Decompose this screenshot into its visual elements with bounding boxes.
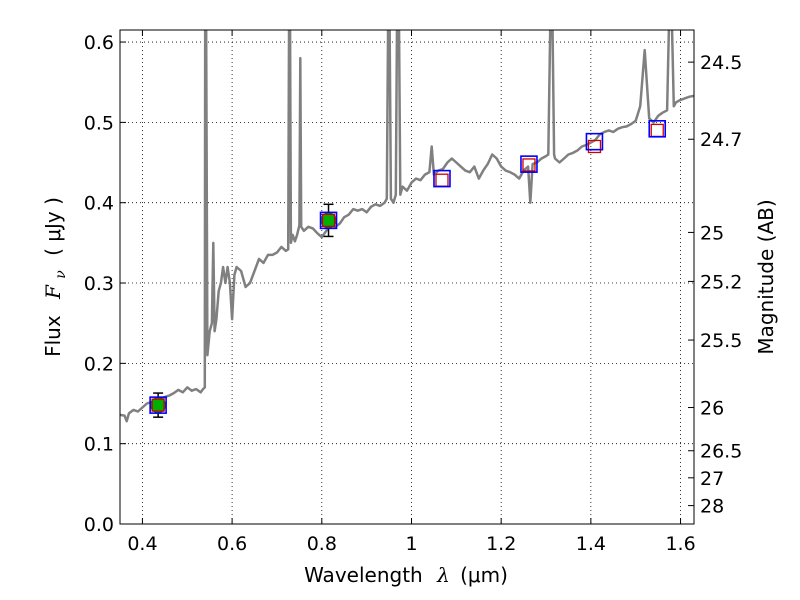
model-spectrum-line	[120, 30, 694, 423]
filter-photometry-square	[319, 211, 338, 230]
filter-photometry-square	[520, 155, 538, 173]
x-axis-label-symbol: λ	[436, 563, 450, 587]
photometry-markers	[149, 120, 667, 418]
y-tick-label: 0.0	[84, 514, 114, 536]
observed-flux-point	[320, 212, 337, 229]
y-axis-label: Flux F ν ( μJy )	[41, 197, 70, 357]
y2-tick-label: 24.7	[700, 129, 742, 151]
x-axis-label-text: Wavelength	[304, 563, 423, 587]
model-photometry-square	[321, 213, 336, 228]
x-axis-label: Wavelength λ (μm)	[304, 563, 508, 587]
filter-photometry-square	[585, 132, 604, 151]
y2-tick-label: 25	[700, 222, 724, 244]
model-photometry-square	[587, 139, 602, 154]
y-tick-label: 0.4	[84, 193, 114, 215]
y2-tick-label: 26.5	[700, 441, 742, 463]
filter-photometry-square	[433, 169, 451, 188]
plot-frame	[119, 29, 695, 525]
filter-photometry-square	[149, 396, 167, 414]
model-photometry-square	[522, 158, 536, 172]
model-photometry-square	[151, 398, 165, 412]
y-axis-label-unit: ( μJy )	[41, 197, 65, 256]
y-axis-label-text: Flux	[41, 315, 65, 357]
x-tick-label: 0.4	[127, 533, 157, 555]
y2-tick-label: 25.2	[700, 271, 742, 293]
x-tick-label: 0.8	[307, 533, 337, 555]
x-tick-label: 0.6	[217, 533, 247, 555]
y-tick-label: 0.5	[84, 112, 114, 134]
y-tick-label: 0.3	[84, 273, 114, 295]
y2-tick-label: 24.5	[700, 52, 742, 74]
x-axis-ticks: 0.4 0.6 0.8 1 1.2 1.4 1.6	[127, 30, 696, 555]
observed-flux-point	[150, 397, 167, 414]
y-axis-label-subscript: ν	[53, 270, 69, 279]
x-axis-label-unit: (μm)	[460, 563, 508, 587]
x-tick-label: 1.6	[665, 533, 695, 555]
y2-axis-ticks: 24.5 24.7 25 25.2 25.5 26 26.5 27 28	[688, 52, 742, 518]
filter-photometry-square	[648, 120, 667, 138]
y2-tick-label: 26	[700, 398, 724, 420]
y-tick-label: 0.6	[84, 32, 114, 54]
y2-tick-label: 25.5	[700, 330, 742, 352]
y-tick-label: 0.1	[84, 434, 114, 456]
x-tick-label: 1.4	[576, 533, 606, 555]
y-axis-ticks: 0.0 0.1 0.2 0.3 0.4 0.5 0.6	[84, 32, 126, 536]
y2-tick-label: 28	[700, 496, 724, 518]
y-axis-label-symbol: F	[41, 284, 65, 300]
x-tick-label: 1.2	[486, 533, 516, 555]
y2-tick-label: 27	[700, 468, 724, 490]
y2-axis-label: Magnitude (AB)	[754, 199, 778, 354]
y-tick-label: 0.2	[84, 353, 114, 375]
x-tick-label: 1	[405, 533, 417, 555]
